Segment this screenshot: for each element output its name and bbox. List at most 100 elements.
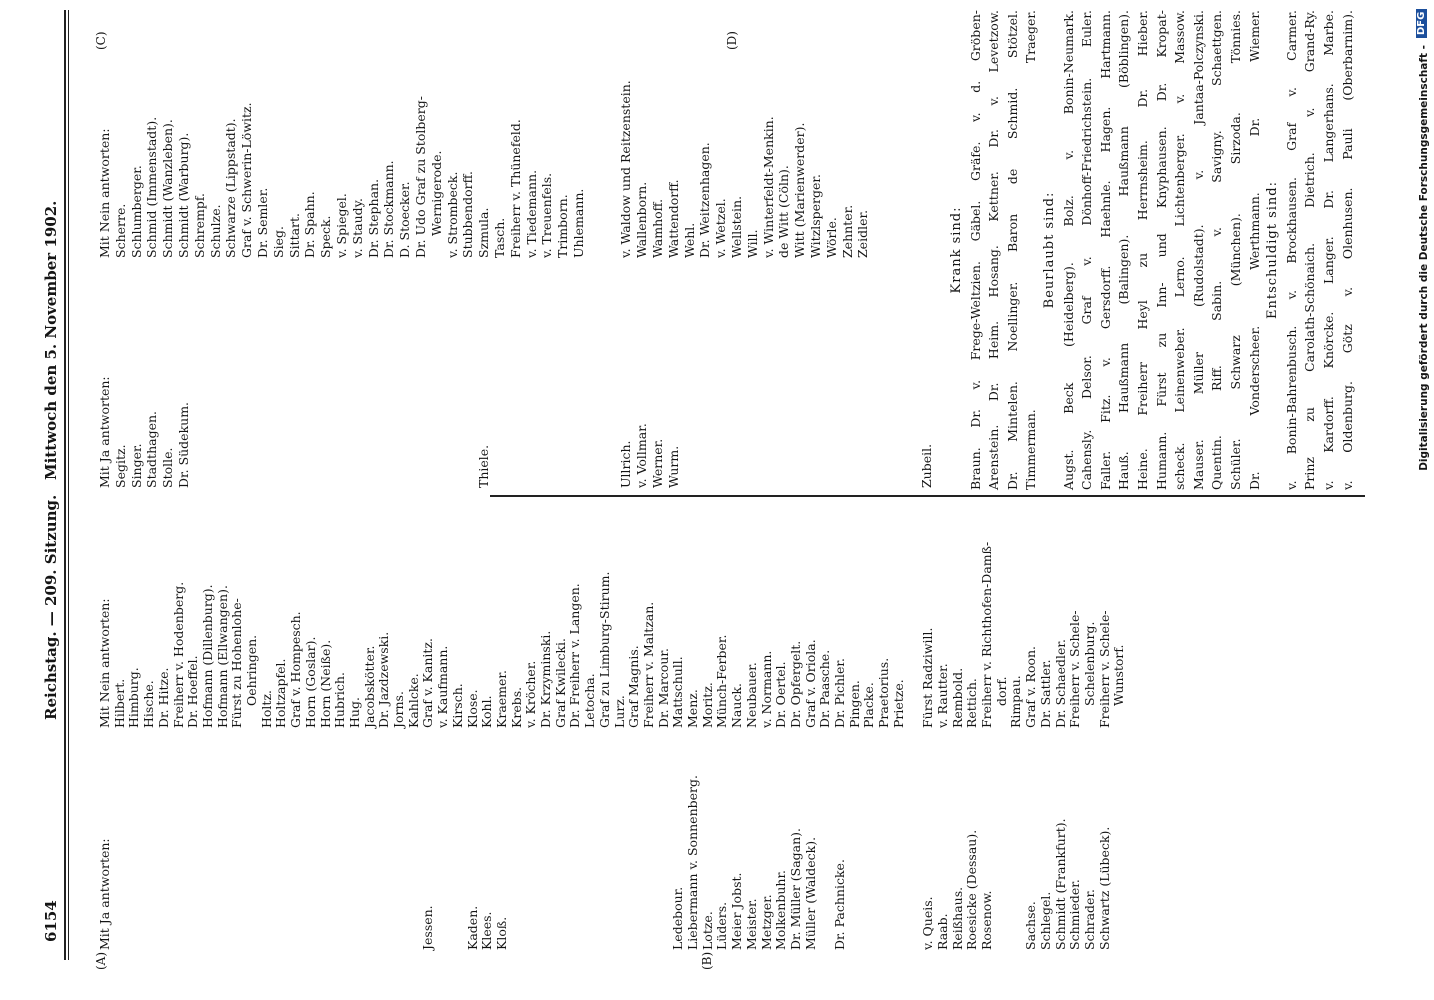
member-name: Dr. Opfergelt.: [787, 640, 803, 728]
member-name: v. Strombeck.: [444, 171, 460, 258]
member-name: Witt (Marienwerder).: [792, 122, 808, 259]
member-name: Jorns.: [391, 691, 406, 728]
margin-mark: (B): [700, 951, 714, 970]
absent-line: v. Bonin-Bahrenbusch. v. Brockhausen. Gr…: [1283, 10, 1299, 490]
member-name: Zeidler.: [855, 209, 871, 258]
member-name: Neubauer.: [743, 662, 759, 728]
member-name: Holtzapfel.: [273, 658, 289, 728]
member-name: Scherre.: [112, 203, 128, 258]
member-name: Will.: [744, 229, 760, 258]
member-name: Müller (Waldeck).: [802, 836, 818, 950]
member-name: Graf v. Hompesch.: [288, 611, 304, 728]
member-name: Dr. Marcour.: [655, 648, 671, 728]
absent-line: Prinz zu Carolath-Schönaich. Dietrich. v…: [1302, 10, 1318, 490]
member-name: Lüders.: [714, 901, 730, 950]
member-name: Praetorius.: [876, 657, 892, 728]
member-name: Himburg.: [126, 667, 142, 728]
member-name: Schmieder.: [1067, 879, 1083, 950]
member-name: Schrader.: [1081, 888, 1097, 950]
member-name: Hilbert.: [111, 678, 127, 728]
header-rule: [68, 10, 69, 960]
member-name: v. Normann.: [758, 650, 774, 728]
member-name: v. Winterfeldt-Menkin.: [760, 116, 776, 258]
member-name: D. Stoecker.: [397, 181, 413, 258]
member-name: Kraemer.: [493, 670, 509, 728]
member-name: Molkenbuhr.: [773, 869, 789, 950]
member-name: Rembold.: [949, 667, 965, 728]
digitization-credit: Digitalisierung gefördert durch die Deut…: [1418, 45, 1430, 471]
member-name: Schmidt (Frankfurt).: [1052, 818, 1068, 950]
member-name: v. Staudy.: [349, 198, 365, 258]
member-name: Segitz.: [112, 444, 128, 488]
member-name: Kohl.: [479, 695, 495, 728]
member-name: Schelenburg.: [1081, 621, 1097, 706]
absent-line: Dr. Vonderscheer. Werthmann. Dr. Wiemer.: [1246, 10, 1262, 490]
member-name: Sieg.: [270, 226, 286, 258]
member-name: Wamhoff.: [650, 198, 665, 258]
member-name: v. Rautter.: [934, 663, 950, 728]
member-name: Rosenow.: [979, 890, 994, 950]
member-name: Holtz.: [258, 689, 274, 728]
member-name: Jacobskötter.: [361, 645, 377, 728]
member-name: Schulze.: [207, 204, 223, 258]
member-name: Graf v. Roon.: [1023, 645, 1039, 728]
member-name: Dr. Semler.: [255, 187, 270, 258]
member-name: Kirsch.: [449, 683, 465, 728]
absent-line: Braun. Dr. v. Frege-Weltzien. Gäbel. Grä…: [967, 10, 983, 490]
member-name: Graf Magnis.: [626, 645, 642, 728]
member-name: dorf.: [993, 676, 1009, 706]
member-name: Thiele.: [476, 444, 492, 488]
member-name: Reißhaus.: [949, 886, 965, 950]
member-name: v. Kröcher.: [523, 660, 539, 728]
member-name: Witzlsperger.: [808, 174, 823, 258]
absent-line: Quentin. Riff. Sabin. v. Savigny. Schaet…: [1209, 10, 1225, 490]
absent-line: Humann. Fürst zu Inn- und Knyphausen. Dr…: [1153, 10, 1169, 490]
member-name: Uhlemann.: [571, 188, 586, 258]
member-name: Schwartz (Lübeck).: [1096, 826, 1112, 950]
margin-mark: (A): [94, 951, 108, 970]
member-name: Raab.: [934, 913, 950, 950]
member-name: Dr. Pichler.: [832, 657, 847, 728]
member-name: Liebermann v. Sonnenberg.: [685, 775, 700, 950]
member-name: Speck.: [318, 215, 334, 258]
absent-line: v. Oldenburg. Götz v. Olenhusen. Pauli (…: [1339, 10, 1355, 490]
member-name: Dr. Hitze.: [155, 667, 171, 728]
member-name: Letocha.: [582, 673, 598, 728]
member-name: Krebs.: [508, 686, 524, 728]
member-name: Singer.: [128, 443, 144, 488]
member-name: Graf zu Limburg-Stirum.: [596, 571, 612, 728]
member-name: Freiherr v. Thünefeld.: [507, 119, 523, 258]
member-name: Dr. Pachnicke.: [832, 859, 847, 950]
member-name: Freiherr v. Maltzan.: [640, 601, 656, 728]
member-name: Dr. Südekum.: [176, 401, 191, 488]
member-name: Klees.: [479, 911, 495, 950]
member-name: Hubrich.: [332, 672, 348, 728]
column-heading: Mit Ja antworten:: [97, 376, 112, 488]
member-name: v. Waldow und Reitzenstein.: [618, 80, 634, 258]
member-name: Zehnter.: [839, 204, 855, 258]
member-name: Dr. Spahn.: [302, 191, 318, 258]
member-name: Dr. Sattler.: [1037, 659, 1053, 728]
member-name: Dr. Krzyminski.: [538, 630, 553, 728]
member-name: Stolle.: [160, 447, 176, 488]
member-name: Dr. Stockmann.: [381, 160, 397, 258]
absent-line: Timmerman. Traeger.: [1023, 10, 1039, 490]
member-name: Zubeil.: [918, 443, 934, 488]
member-name: Dr. Hoeffel.: [185, 655, 201, 728]
member-name: v. Tiedemann.: [523, 169, 539, 258]
member-name: Tasch.: [492, 217, 507, 258]
absent-line: Hauß. Haußmann (Balingen). Haußmann (Böb…: [1116, 10, 1132, 490]
member-name: Graf v. Oriola.: [802, 639, 818, 728]
member-name: Kloß.: [493, 916, 509, 950]
member-name: v. Spiegel.: [334, 193, 349, 258]
member-name: de Witt (Cöln).: [776, 165, 792, 258]
member-name: Schmid (Immenstadt).: [144, 116, 160, 258]
member-name: Ullrich.: [618, 440, 634, 488]
section-heading: Krank sind:: [949, 206, 964, 294]
member-name: Roesicke (Dessau).: [964, 829, 980, 950]
absent-line: Dr. Mintelen. Noellinger. Baron de Schmi…: [1004, 10, 1020, 490]
member-name: Ledebour.: [670, 886, 686, 950]
member-name: Horn (Goslar).: [302, 636, 318, 728]
